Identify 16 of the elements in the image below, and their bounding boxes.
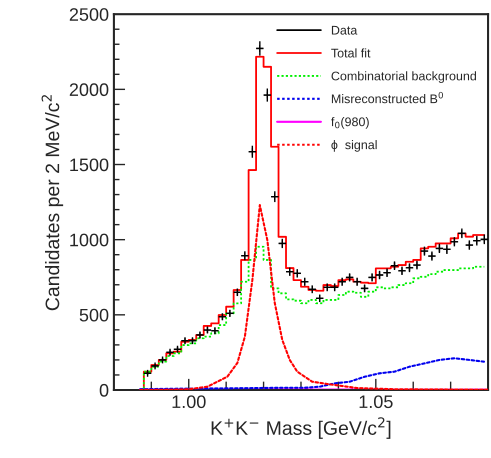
x-tick-label: 1.05 bbox=[360, 395, 393, 408]
legend-label: Misreconstructed B$^{0}$ bbox=[332, 92, 443, 104]
y-axis-title: Candidates per 2 MeV/c$^{2}$ bbox=[42, 95, 64, 310]
legend-label: Data bbox=[332, 26, 358, 35]
x-axis-title: K$^{+}$K$^{−}$ Mass [GeV/c$^{2}$] bbox=[212, 417, 390, 439]
legend-label: ϕ signal bbox=[331, 140, 377, 152]
y-tick-label: 0 bbox=[100, 384, 108, 397]
legend-label: f$_{0}$(980) bbox=[331, 117, 369, 129]
y-tick-label: 2500 bbox=[70, 8, 108, 21]
y-tick-label: 500 bbox=[80, 308, 108, 322]
y-tick-label: 2000 bbox=[70, 83, 108, 96]
y-tick-label: 1500 bbox=[70, 158, 108, 172]
y-tick-label: 1000 bbox=[70, 234, 108, 246]
legend-label: Total fit bbox=[331, 48, 370, 58]
x-tick-label: 1.00 bbox=[172, 395, 206, 408]
legend-label: Combinatorial background bbox=[332, 71, 476, 83]
